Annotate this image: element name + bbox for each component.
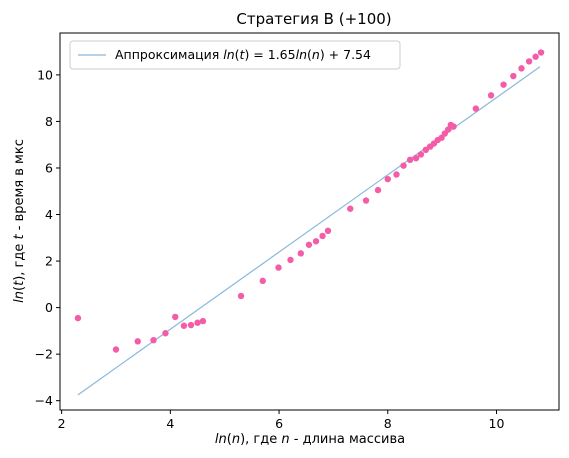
legend-label-part-6: ( xyxy=(307,47,312,62)
x-tick-label: 4 xyxy=(166,416,174,431)
y-axis-label-part-0: ln xyxy=(12,291,27,303)
chart-title: Стратегия B (+100) xyxy=(236,10,391,28)
legend-label-part-3: t xyxy=(240,47,246,62)
data-point xyxy=(384,175,391,183)
x-axis-label-part-2: n xyxy=(232,432,240,447)
legend-label-part-4: ) = 1.65 xyxy=(244,47,295,62)
data-point xyxy=(319,232,326,240)
data-point xyxy=(417,151,425,158)
y-tick-label: 8 xyxy=(45,114,53,129)
data-point xyxy=(537,49,545,56)
x-tick-label: 8 xyxy=(384,416,392,431)
y-tick-label: 2 xyxy=(45,254,53,269)
data-point xyxy=(312,238,320,245)
data-point xyxy=(162,330,169,337)
data-point xyxy=(134,338,141,345)
x-axis: 2 4 6 8 10 xyxy=(58,410,505,431)
data-point xyxy=(422,146,430,154)
y-axis-label-part-1: ( xyxy=(12,286,27,291)
data-point xyxy=(150,336,157,344)
data-point xyxy=(393,171,400,178)
data-point xyxy=(194,319,201,326)
data-point xyxy=(400,162,407,169)
data-point xyxy=(259,277,266,285)
y-axis-label: ln(t), где t - время в мкс xyxy=(12,139,27,303)
data-point xyxy=(275,264,282,271)
data-point xyxy=(510,72,517,80)
data-point xyxy=(444,126,452,133)
data-point xyxy=(362,197,370,204)
data-point xyxy=(532,53,539,60)
scatter-points-layer xyxy=(74,49,545,353)
y-axis-label-part-2: t xyxy=(12,280,27,286)
legend-fit-label: Аппроксимация ln(t) = 1.65ln(n) + 7.54 xyxy=(115,47,371,62)
y-tick-label: −4 xyxy=(35,393,53,408)
y-axis: −4 −2 0 2 4 6 8 10 xyxy=(35,67,60,408)
y-axis-label-part-3: ), где xyxy=(12,240,27,281)
x-axis-label-part-0: ln xyxy=(215,432,227,447)
x-tick-label: 2 xyxy=(58,416,66,431)
y-tick-label: 6 xyxy=(45,160,53,175)
data-point xyxy=(112,346,120,353)
data-point xyxy=(374,186,382,194)
data-point xyxy=(187,321,195,329)
y-tick-label: 4 xyxy=(45,207,53,222)
data-point xyxy=(525,58,533,65)
data-point xyxy=(406,156,414,164)
data-point xyxy=(305,241,313,248)
plot-frame xyxy=(59,32,560,411)
data-point xyxy=(487,92,495,99)
y-tick-label: 10 xyxy=(37,67,53,82)
x-axis-label-part-5: - длина массива xyxy=(290,432,405,447)
data-point xyxy=(287,256,294,264)
y-axis-label-part-4: t xyxy=(12,234,27,240)
data-point xyxy=(237,292,245,300)
data-point xyxy=(412,155,420,162)
legend-label-part-0: Аппроксимация xyxy=(115,47,223,62)
legend-box xyxy=(69,40,401,70)
y-axis-label-part-5: - время в мкс xyxy=(12,139,27,234)
y-tick-label: −2 xyxy=(35,347,53,362)
legend-label-part-8: ) + 7.54 xyxy=(320,47,371,62)
data-point xyxy=(324,227,332,235)
data-point xyxy=(500,81,507,88)
data-point xyxy=(472,105,480,112)
x-tick-label: 6 xyxy=(275,416,283,431)
data-point xyxy=(74,314,82,322)
legend: Аппроксимация ln(t) = 1.65ln(n) + 7.54 xyxy=(69,40,401,70)
legend-label-part-7: n xyxy=(312,47,320,62)
data-point xyxy=(518,65,525,72)
x-axis-label: ln(n), где n - длина массива xyxy=(215,432,405,447)
x-axis-label-part-3: ), где xyxy=(240,432,281,447)
y-tick-label: 0 xyxy=(45,300,53,315)
data-point xyxy=(180,322,188,329)
data-point xyxy=(450,123,457,130)
legend-label-part-2: ( xyxy=(235,47,240,62)
data-point xyxy=(347,205,354,212)
data-point xyxy=(199,317,207,325)
x-tick-label: 10 xyxy=(489,416,505,431)
x-axis-label-part-4: n xyxy=(281,432,289,447)
data-point xyxy=(172,313,179,321)
data-point xyxy=(297,250,305,257)
x-axis-label-part-1: ( xyxy=(227,432,232,447)
legend-label-part-5: ln xyxy=(296,47,307,62)
legend-label-part-1: ln xyxy=(223,47,234,62)
